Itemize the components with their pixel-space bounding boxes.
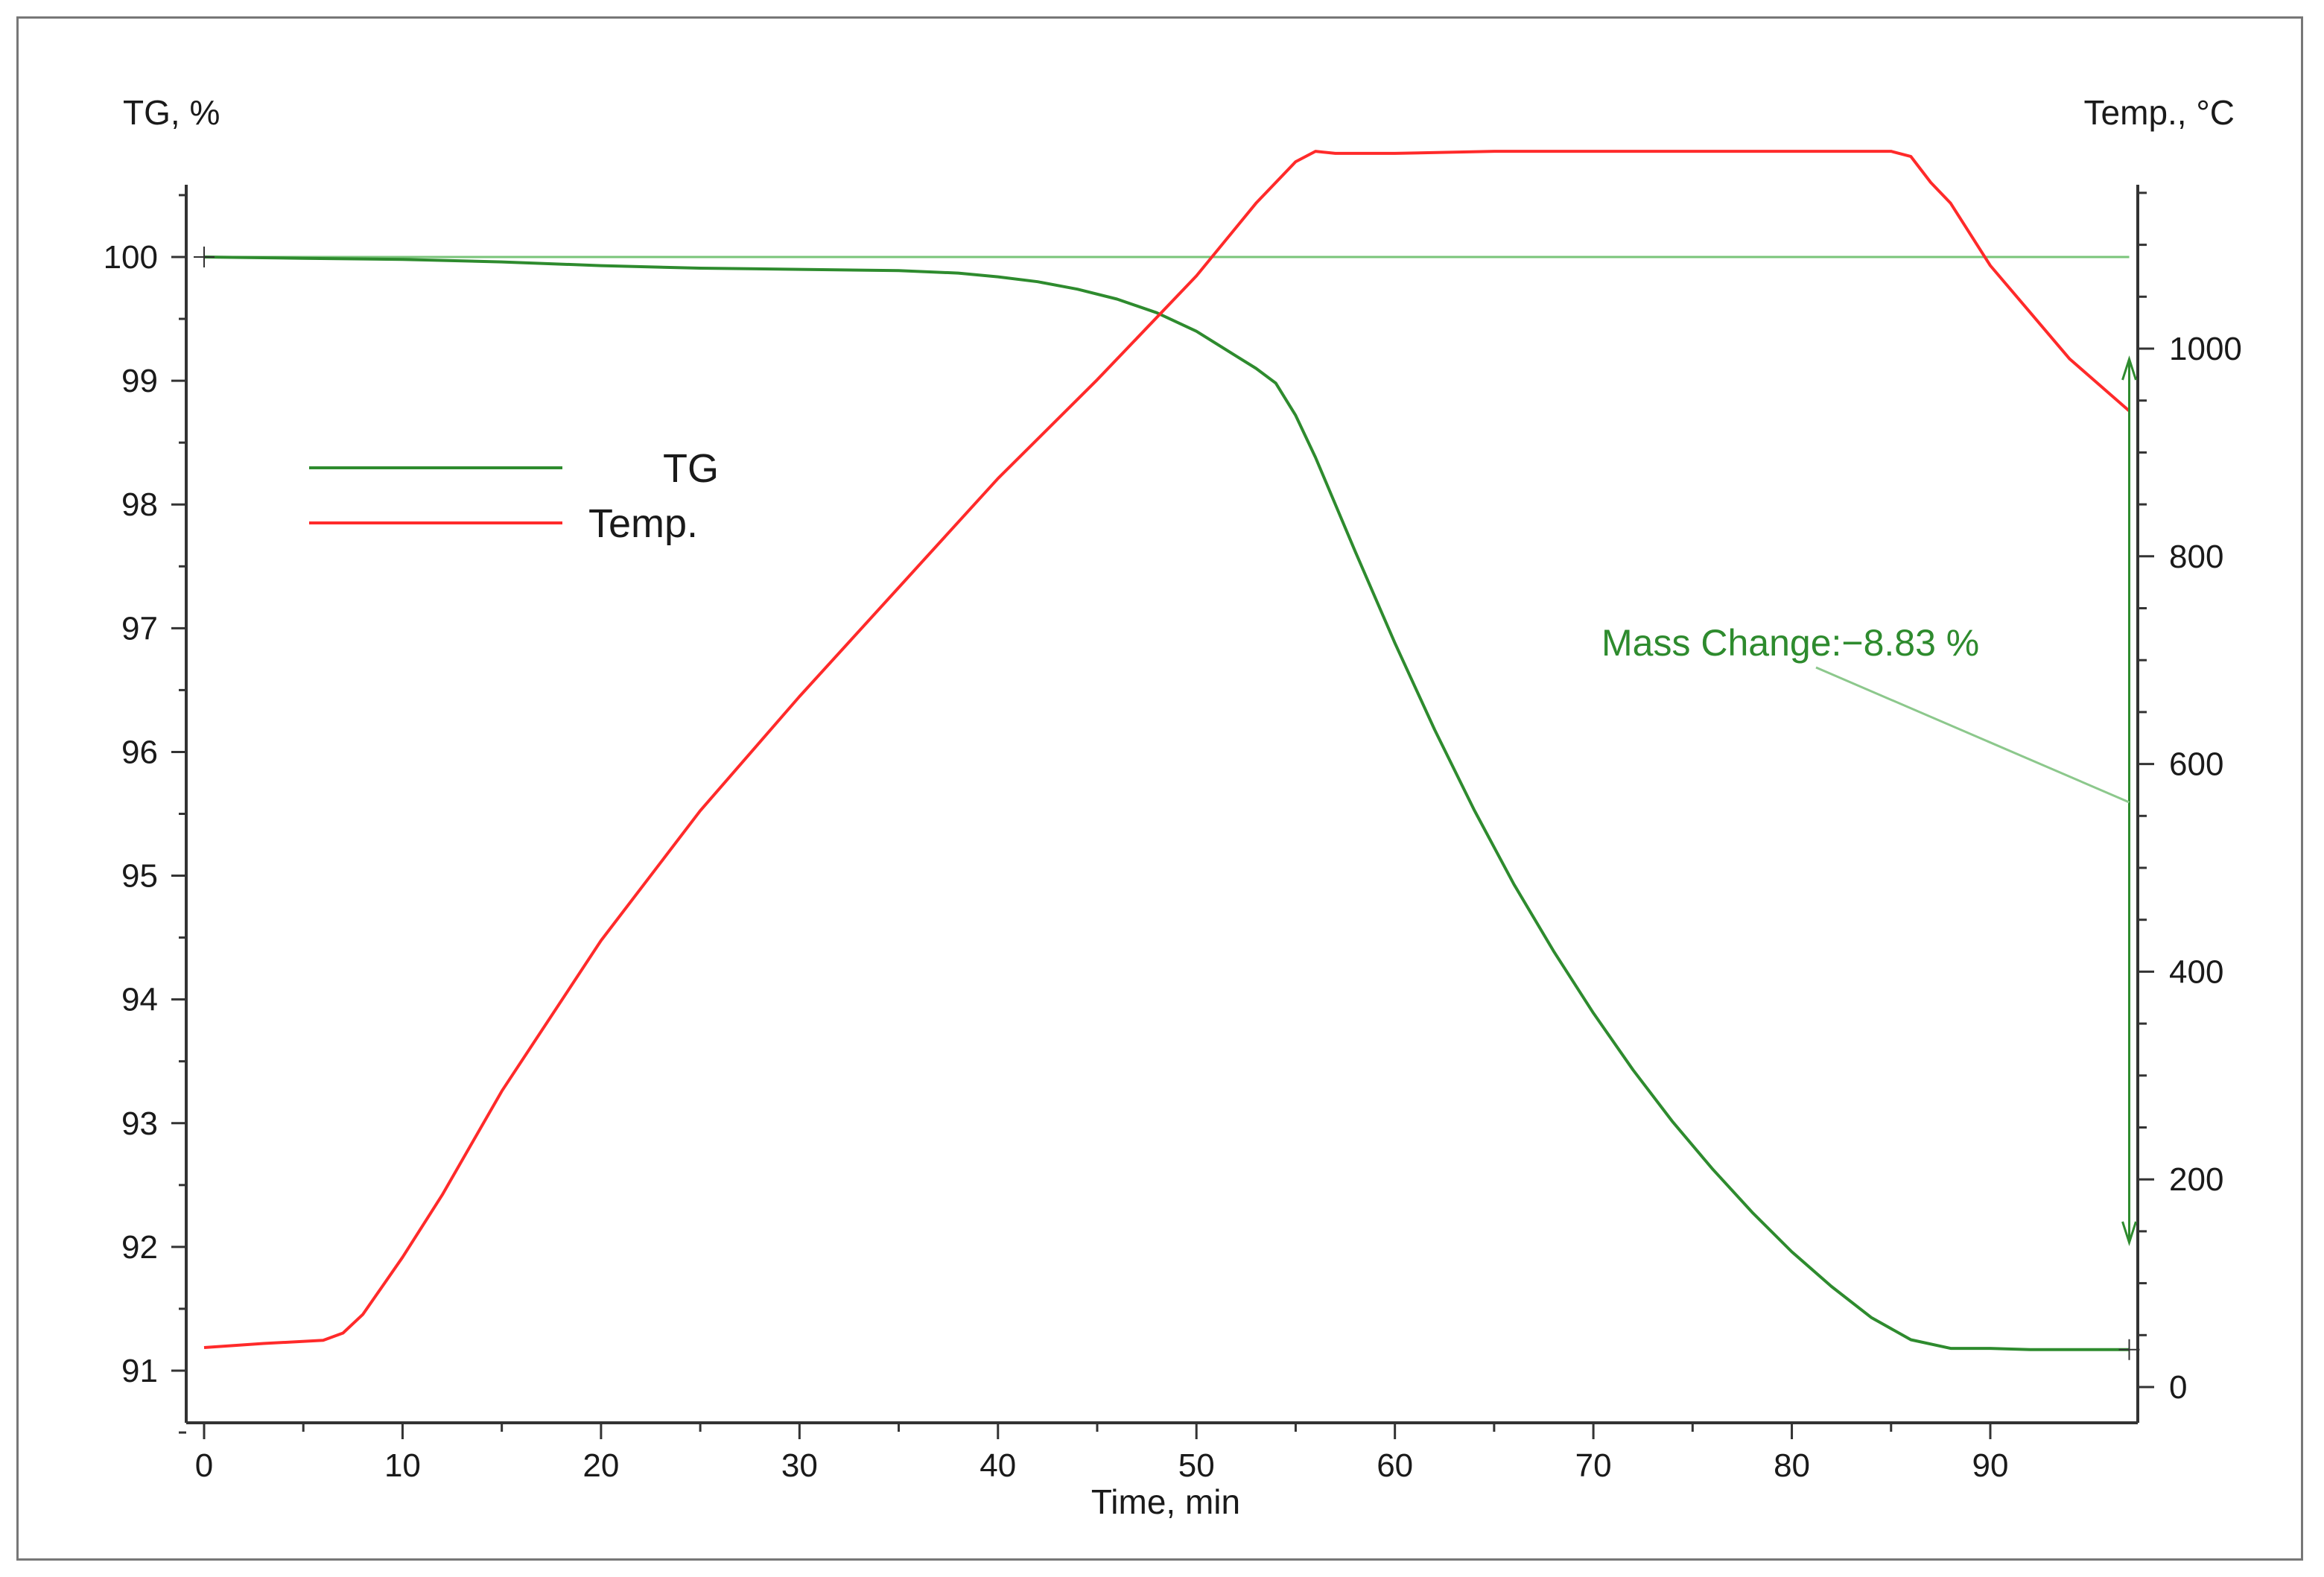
y2-tick-label: 1000: [2169, 331, 2242, 367]
x-axis-ticks: 0 10 20 30 40 50 60 70 80 90: [195, 1423, 2009, 1484]
y-tick-label: 97: [121, 610, 158, 647]
left-axis-title: TG, %: [123, 93, 220, 132]
mass-change-annotation: Mass Change:−8.83 %: [1601, 355, 2137, 1246]
mass-change-value: −8.83 %: [1841, 622, 1979, 664]
legend-temp-label: Temp.: [588, 501, 698, 546]
y-tick-label: 94: [121, 982, 158, 1018]
y2-tick-label: 600: [2169, 746, 2223, 783]
tg-series-line: [203, 256, 2130, 1351]
x-tick-label: 10: [384, 1447, 421, 1484]
y2-tick-label: 800: [2169, 539, 2223, 575]
y2-tick-label: 200: [2169, 1161, 2223, 1198]
y2-tick-label: 400: [2169, 954, 2223, 990]
legend: TG Temp.: [309, 446, 719, 546]
chart-frame: [16, 16, 2303, 1561]
x-tick-label: 70: [1575, 1447, 1612, 1484]
mass-change-arrowhead-down: [2121, 1221, 2137, 1246]
y2-tick-label: 0: [2169, 1369, 2187, 1406]
x-tick-label: 40: [980, 1447, 1016, 1484]
y-tick-label: 99: [121, 363, 158, 399]
mass-change-arrowhead-up: [2121, 355, 2137, 381]
right-axis-ticks: 0 200 400 600 800 1000: [2138, 191, 2242, 1406]
y-tick-label: 92: [121, 1229, 158, 1266]
right-axis-title: Temp., °C: [2084, 93, 2235, 132]
x-tick-label: 90: [1972, 1447, 2009, 1484]
legend-tg-label: TG: [663, 446, 719, 491]
x-tick-label: 80: [1774, 1447, 1810, 1484]
x-tick-label: 30: [781, 1447, 818, 1484]
plot-lines: [194, 150, 2140, 1360]
x-tick-label: 50: [1178, 1447, 1215, 1484]
y-tick-label: 96: [121, 734, 158, 770]
x-tick-label: 0: [195, 1447, 213, 1484]
x-tick-label: 20: [582, 1447, 619, 1484]
y-tick-label: 93: [121, 1105, 158, 1142]
y-tick-label: 100: [104, 239, 158, 276]
mass-change-leader-line: [1815, 666, 2130, 804]
x-axis-title: Time, min: [1091, 1482, 1240, 1521]
y-tick-label: 91: [121, 1353, 158, 1389]
left-axis-ticks: 91 92 93 94 95 96 97 98 99 100: [104, 194, 186, 1434]
x-tick-label: 60: [1377, 1447, 1413, 1484]
mass-change-label-text: Mass Change:: [1601, 622, 1841, 664]
y-tick-label: 98: [121, 486, 158, 523]
y-tick-label: 95: [121, 858, 158, 895]
temperature-series-line: [203, 150, 2130, 1349]
mass-change-label: Mass Change:−8.83 %: [1601, 622, 1979, 664]
